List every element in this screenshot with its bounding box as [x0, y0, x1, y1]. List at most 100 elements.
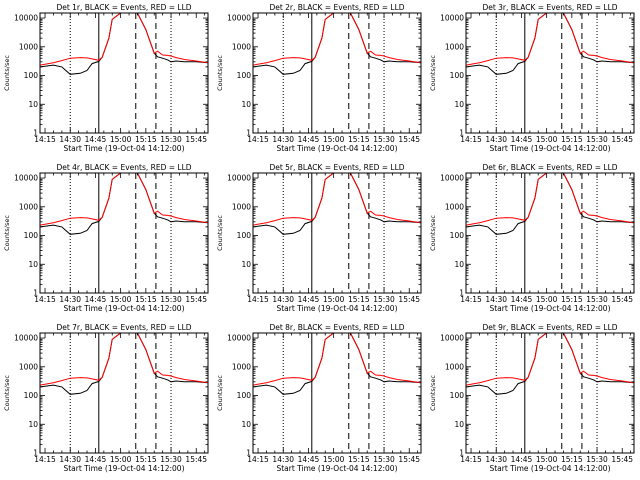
x-tick-label: 14:45 [298, 295, 320, 304]
chart-title: Det 8r, BLACK = Events, RED = LLD [269, 323, 404, 332]
y-axis-label: Counts/sec [3, 215, 11, 251]
x-axis-label: Start Time (19-Oct-04 14:12:00) [276, 304, 397, 313]
x-tick-label: 15:30 [160, 135, 182, 144]
x-tick-label: 15:00 [323, 295, 345, 304]
x-tick-label: 14:30 [59, 135, 81, 144]
y-tick-label: 100 [24, 391, 39, 400]
y-tick-label: 1 [246, 289, 251, 298]
x-tick-label: 15:00 [110, 135, 132, 144]
series-line [253, 333, 421, 395]
y-tick-label: 10000 [14, 334, 38, 343]
x-tick-label: 15:15 [561, 135, 583, 144]
y-axis-label: Counts/sec [216, 215, 224, 251]
x-axis-label: Start Time (19-Oct-04 14:12:00) [489, 464, 610, 473]
y-tick-label: 10000 [14, 14, 38, 23]
y-tick-label: 1000 [445, 202, 464, 211]
x-tick-label: 14:15 [247, 295, 269, 304]
chart-title: Det 9r, BLACK = Events, RED = LLD [482, 323, 617, 332]
x-axis-label: Start Time (19-Oct-04 14:12:00) [276, 144, 397, 153]
y-axis-label: Counts/sec [216, 375, 224, 411]
chart-title: Det 1r, BLACK = Events, RED = LLD [56, 3, 191, 12]
chart-panel: Det 8r, BLACK = Events, RED = LLD 1 10 100 1… [216, 323, 422, 473]
y-tick-label: 10 [28, 260, 38, 269]
y-tick-label: 10000 [14, 174, 38, 183]
x-tick-label: 14:45 [298, 455, 320, 464]
plot-frame [39, 172, 209, 294]
x-tick-label: 15:30 [373, 135, 395, 144]
x-tick-label: 14:45 [298, 135, 320, 144]
series-line [40, 333, 208, 386]
chart-title: Det 2r, BLACK = Events, RED = LLD [269, 3, 404, 12]
plot-frame [252, 12, 422, 134]
x-tick-label: 14:45 [85, 455, 107, 464]
x-tick-label: 14:30 [272, 135, 294, 144]
x-axis-label: Start Time (19-Oct-04 14:12:00) [489, 144, 610, 153]
plot-frame [252, 172, 422, 294]
chart-panel: Det 2r, BLACK = Events, RED = LLD 1 10 100 1… [216, 3, 422, 153]
x-tick-label: 15:00 [110, 455, 132, 464]
chart-panel: Det 1r, BLACK = Events, RED = LLD 1 10 100 1… [3, 3, 209, 153]
x-tick-label: 14:30 [485, 135, 507, 144]
series-line [466, 13, 634, 75]
y-tick-label: 10 [241, 100, 251, 109]
x-tick-label: 14:15 [247, 135, 269, 144]
x-tick-label: 15:45 [185, 295, 207, 304]
y-tick-label: 1000 [19, 362, 38, 371]
x-tick-label: 14:45 [85, 295, 107, 304]
x-tick-label: 15:45 [611, 295, 633, 304]
y-tick-label: 10000 [227, 14, 251, 23]
x-axis-label: Start Time (19-Oct-04 14:12:00) [489, 304, 610, 313]
x-tick-label: 14:15 [34, 135, 56, 144]
x-axis-label: Start Time (19-Oct-04 14:12:00) [63, 144, 184, 153]
x-tick-label: 15:00 [536, 455, 558, 464]
y-tick-label: 10000 [440, 334, 464, 343]
series-line [466, 333, 634, 395]
series-line [466, 13, 634, 66]
y-axis-label: Counts/sec [429, 55, 437, 91]
y-tick-label: 10 [454, 100, 464, 109]
x-tick-label: 15:30 [160, 295, 182, 304]
x-tick-label: 14:30 [59, 295, 81, 304]
y-tick-label: 1000 [232, 362, 251, 371]
y-tick-label: 10 [241, 420, 251, 429]
y-axis-label: Counts/sec [429, 375, 437, 411]
x-tick-label: 15:15 [135, 455, 157, 464]
y-axis-label: Counts/sec [216, 55, 224, 91]
x-tick-label: 15:30 [373, 455, 395, 464]
y-tick-label: 10 [28, 100, 38, 109]
y-tick-label: 10 [28, 420, 38, 429]
y-tick-label: 100 [237, 71, 252, 80]
y-tick-label: 10 [454, 420, 464, 429]
y-tick-label: 10000 [440, 174, 464, 183]
chart-title: Det 3r, BLACK = Events, RED = LLD [482, 3, 617, 12]
y-tick-label: 100 [450, 231, 465, 240]
series-line [466, 173, 634, 226]
x-tick-label: 15:15 [348, 295, 370, 304]
x-tick-label: 15:00 [536, 295, 558, 304]
y-tick-label: 1000 [232, 42, 251, 51]
series-line [253, 333, 421, 386]
chart-panel: Det 6r, BLACK = Events, RED = LLD 1 10 100 1… [429, 163, 635, 313]
x-tick-label: 15:30 [373, 295, 395, 304]
chart-title: Det 4r, BLACK = Events, RED = LLD [56, 163, 191, 172]
x-tick-label: 14:15 [34, 455, 56, 464]
x-tick-label: 15:45 [398, 455, 420, 464]
x-tick-label: 15:15 [348, 135, 370, 144]
y-tick-label: 10 [454, 260, 464, 269]
x-tick-label: 14:15 [460, 295, 482, 304]
series-line [466, 333, 634, 386]
y-tick-label: 10000 [227, 334, 251, 343]
x-tick-label: 15:30 [586, 135, 608, 144]
x-tick-label: 14:15 [34, 295, 56, 304]
x-tick-label: 15:15 [561, 455, 583, 464]
y-tick-label: 1 [246, 449, 251, 458]
y-axis-label: Counts/sec [3, 55, 11, 91]
x-tick-label: 15:15 [135, 295, 157, 304]
x-axis-label: Start Time (19-Oct-04 14:12:00) [276, 464, 397, 473]
chart-panel: Det 3r, BLACK = Events, RED = LLD 1 10 100 1… [429, 3, 635, 153]
chart-title: Det 7r, BLACK = Events, RED = LLD [56, 323, 191, 332]
x-tick-label: 15:00 [323, 455, 345, 464]
chart-title: Det 6r, BLACK = Events, RED = LLD [482, 163, 617, 172]
x-tick-label: 15:30 [586, 455, 608, 464]
